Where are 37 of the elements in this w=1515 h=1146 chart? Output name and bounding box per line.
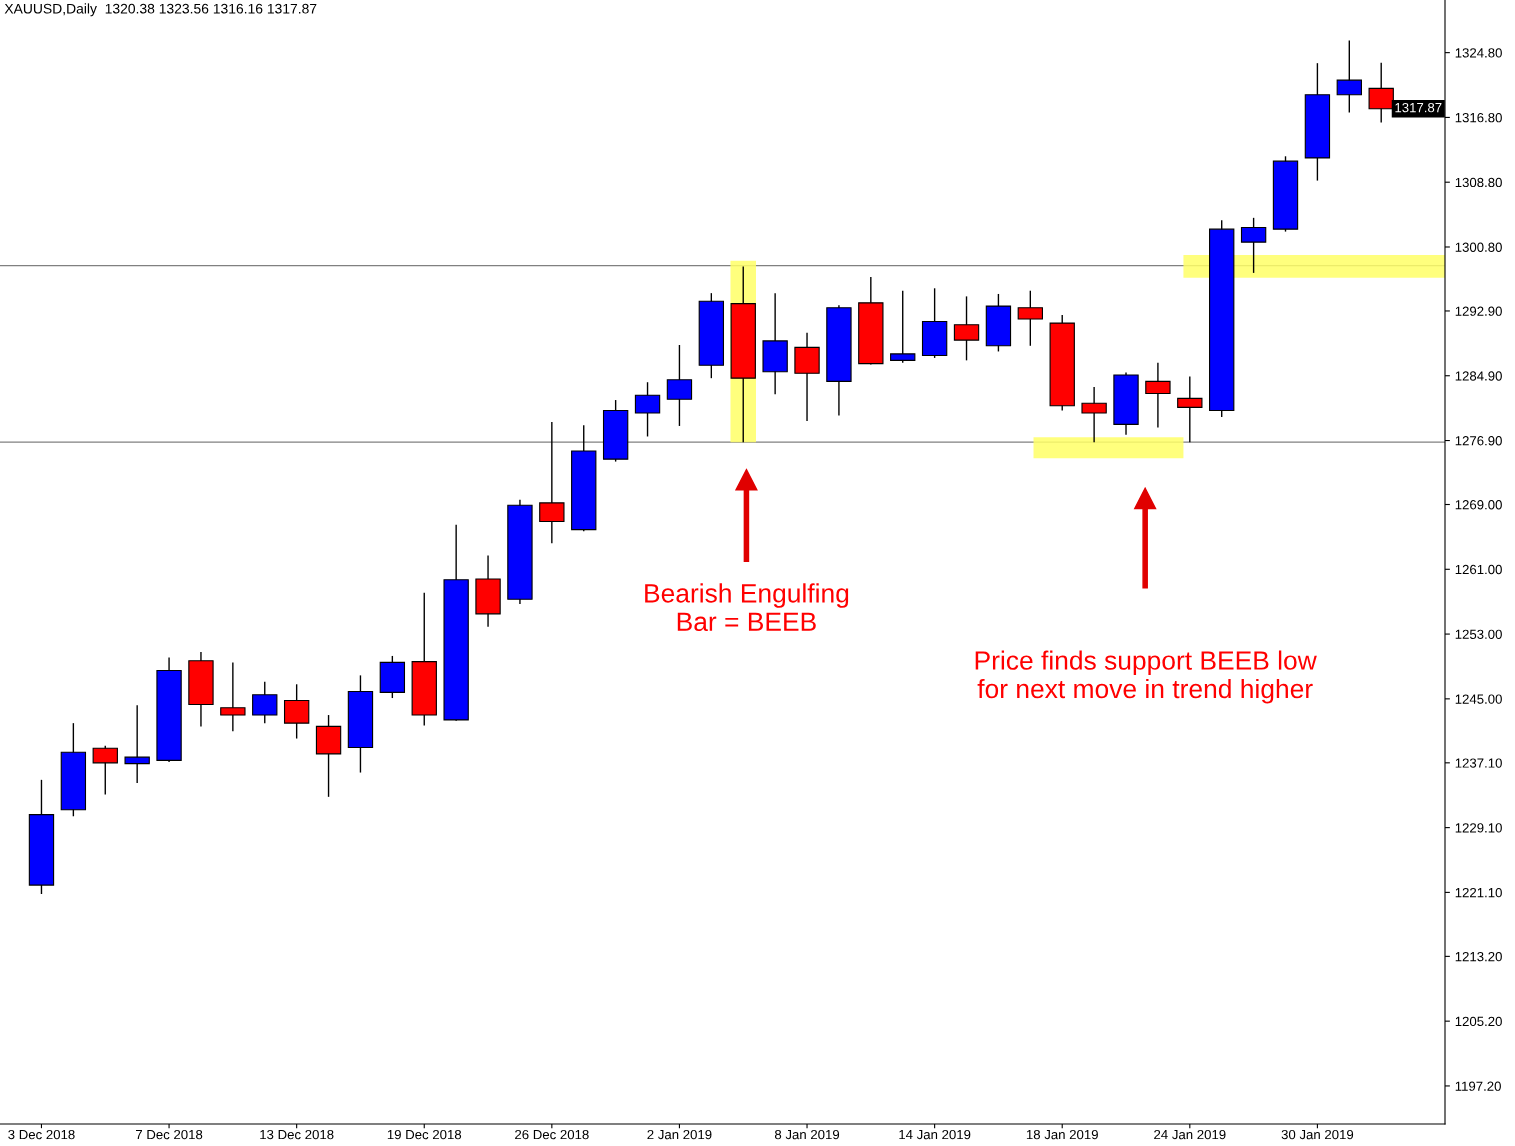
x-tick-label: 3 Dec 2018: [8, 1129, 75, 1140]
y-tick-label: 1269.00: [1455, 500, 1502, 510]
chart-title: XAUUSD,Daily 1320.38 1323.56 1316.16 1317.87: [4, 3, 317, 17]
y-tick-label: 1261.00: [1455, 564, 1502, 575]
y-tick-label: 1213.20: [1455, 951, 1502, 962]
x-tick-label: 30 Jan 2019: [1281, 1129, 1354, 1140]
y-tick-label: 1308.80: [1455, 177, 1502, 188]
y-tick-label: 1229.10: [1455, 823, 1502, 833]
y-tick-label: 1276.90: [1455, 436, 1502, 446]
x-tick-label: 2 Jan 2019: [647, 1129, 712, 1140]
y-tick-label: 1253.00: [1455, 629, 1502, 639]
x-tick-label: 24 Jan 2019: [1154, 1129, 1226, 1140]
x-tick-label: 8 Jan 2019: [774, 1129, 840, 1140]
y-tick-label: 1197.20: [1455, 1081, 1501, 1091]
candlestick: [1081, 386, 1107, 443]
x-tick-label: 19 Dec 2018: [387, 1129, 462, 1140]
annotation: Bearish Engulfing Bar = BEEB: [645, 583, 849, 632]
y-tick-label: 1237.10: [1455, 758, 1502, 768]
y-tick-label: 1300.80: [1455, 242, 1502, 252]
x-tick-label: 7 Dec 2018: [136, 1129, 203, 1140]
y-tick-label: 1284.90: [1455, 371, 1502, 381]
annotation: 1317.87: [1395, 102, 1442, 113]
candlestick: [124, 704, 150, 784]
y-tick-label: 1245.00: [1455, 694, 1502, 704]
y-tick-label: 1205.20: [1455, 1016, 1502, 1027]
candlestick: [220, 661, 246, 732]
x-tick-label: 26 Dec 2018: [515, 1129, 589, 1140]
candlestick: [1177, 375, 1203, 443]
candlestick: [890, 290, 916, 364]
y-tick-label: 1324.80: [1455, 48, 1502, 58]
x-tick-label: 13 Dec 2018: [260, 1129, 334, 1140]
x-tick-label: 18 Jan 2019: [1026, 1129, 1098, 1140]
x-tick-label: 14 Jan 2019: [899, 1129, 971, 1140]
annotation: Price finds support BEEB low for next move in trend higher: [975, 650, 1317, 704]
y-tick-label: 1292.90: [1455, 306, 1502, 316]
y-tick-label: 1221.10: [1455, 887, 1502, 898]
y-tick-label: 1316.80: [1455, 112, 1502, 123]
